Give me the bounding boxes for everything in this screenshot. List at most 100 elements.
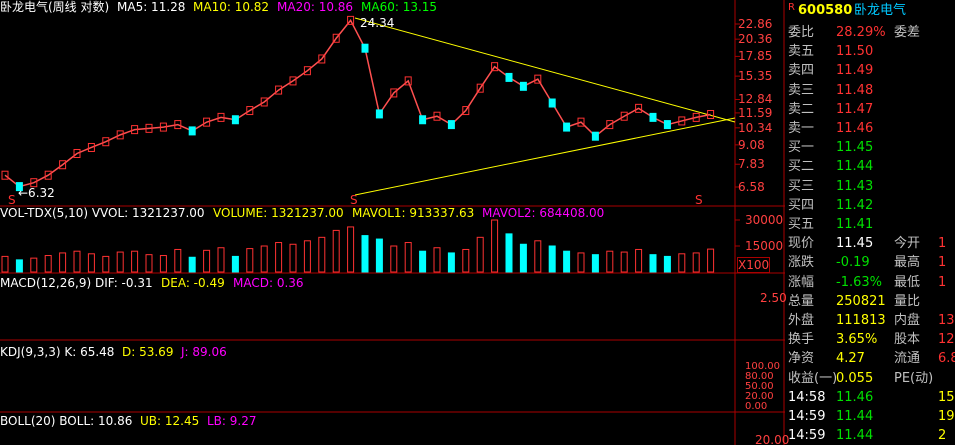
candle [548, 98, 556, 108]
volume-bar [447, 252, 455, 273]
row-value: -0.19 [836, 255, 870, 271]
row-value: 11.42 [836, 197, 874, 213]
volume-bar [620, 251, 628, 273]
volume-bar [563, 250, 571, 273]
row-value: 11.50 [836, 44, 874, 60]
candle [131, 125, 139, 135]
row-value: 11.44 [836, 409, 874, 424]
panel-header: MA20: 10.86 [277, 0, 354, 14]
candle [375, 109, 383, 119]
volume-bar [606, 250, 614, 273]
candle [635, 103, 643, 113]
row-value: 11.44 [836, 428, 874, 444]
row-label: 买四 [788, 197, 815, 213]
row-value: 139 [938, 313, 955, 328]
row-label: 卖二 [788, 101, 815, 117]
volume-bar [692, 252, 700, 273]
row-label: 今开 [894, 236, 921, 252]
stock-name: 卧龙电气 [854, 3, 907, 18]
row-value: 12 [938, 332, 955, 348]
candle [663, 120, 671, 130]
row-label: 流通 [894, 351, 921, 367]
row-value: 11.46 [836, 389, 874, 405]
row-label: PE(动) [894, 370, 934, 386]
volume-bar [375, 238, 383, 273]
row-label: 总量 [788, 293, 815, 309]
candle [462, 106, 470, 116]
row-value: 1 [938, 255, 947, 271]
row-value: 28.29% [836, 25, 886, 40]
candle [217, 112, 225, 122]
candle [260, 97, 268, 107]
candle [419, 115, 427, 125]
volume-bar [347, 226, 355, 273]
row-value: 11.48 [836, 82, 874, 98]
candle [73, 148, 81, 158]
panel-header: UB: 12.45 [140, 414, 200, 428]
row-label: 量比 [894, 293, 921, 309]
volume-bar [44, 255, 52, 273]
panel-header: 卧龙电气(周线 对数) [0, 0, 110, 14]
row-value: 11.47 [836, 101, 874, 117]
row-label: 换手 [788, 332, 815, 348]
row-label: 14:59 [788, 409, 826, 424]
kdj-tick-label: 0.00 [745, 401, 768, 412]
candle [145, 123, 153, 133]
volume-bar [303, 240, 311, 273]
candle [1, 170, 9, 180]
volume-bar [433, 247, 441, 273]
row-value: 11.41 [836, 217, 874, 232]
candle [303, 66, 311, 76]
volume-bar [145, 254, 153, 273]
kdj-tick-label: 20.00 [745, 391, 774, 402]
volume-bar [217, 247, 225, 273]
panel-header: MAVOL2: 684408.00 [482, 206, 605, 220]
candle [491, 62, 499, 72]
row-label: 最高 [894, 255, 921, 271]
price-tick-label: 9.08 [738, 137, 765, 152]
volume-bar [663, 255, 671, 273]
volume-bar [87, 253, 95, 273]
volume-bar [491, 219, 499, 273]
candle [203, 117, 211, 127]
signal-marker: S [350, 193, 358, 207]
volume-bar [59, 252, 67, 273]
panel-header: MA10: 10.82 [193, 0, 270, 14]
volume-bar [548, 245, 556, 273]
candle [433, 111, 441, 121]
volume-bar [591, 254, 599, 273]
row-label: 卖五 [788, 44, 815, 60]
candle [577, 117, 585, 127]
volume-bar [707, 248, 715, 273]
candle [30, 178, 38, 188]
row-label: 委比 [788, 25, 815, 40]
chart-area [0, 0, 785, 445]
row-value: 11.44 [836, 159, 874, 175]
row-label: 收益(一) [788, 370, 838, 386]
volume-bar [404, 242, 412, 273]
volume-bar [188, 256, 196, 273]
price-tick-label: 20.36 [738, 32, 773, 47]
panel-header: MACD(12,26,9) DIF: -0.31 [0, 276, 153, 290]
boll-tick-label: 20.00 [755, 433, 790, 445]
candle [692, 112, 700, 122]
candle [102, 137, 110, 147]
candle [188, 126, 196, 136]
price-tick-label: 10.34 [738, 120, 773, 135]
candle [15, 182, 23, 192]
panel-header: VOLUME: 1321237.00 [213, 206, 344, 220]
volume-bar [361, 235, 369, 273]
panel-header: KDJ(9,3,3) K: 65.48 [0, 345, 115, 359]
row-value: 15 [938, 389, 955, 405]
volume-bar [635, 248, 643, 273]
candle [87, 142, 95, 152]
row-value: 11.49 [836, 63, 874, 79]
volume-unit: X100 [737, 257, 771, 273]
candle [318, 54, 326, 64]
row-value: 11.45 [836, 236, 874, 252]
volume-bar [534, 240, 542, 273]
volume-bar [332, 229, 340, 273]
panel-header: BOLL(20) BOLL: 10.86 [0, 414, 133, 428]
volume-bar [577, 252, 585, 273]
